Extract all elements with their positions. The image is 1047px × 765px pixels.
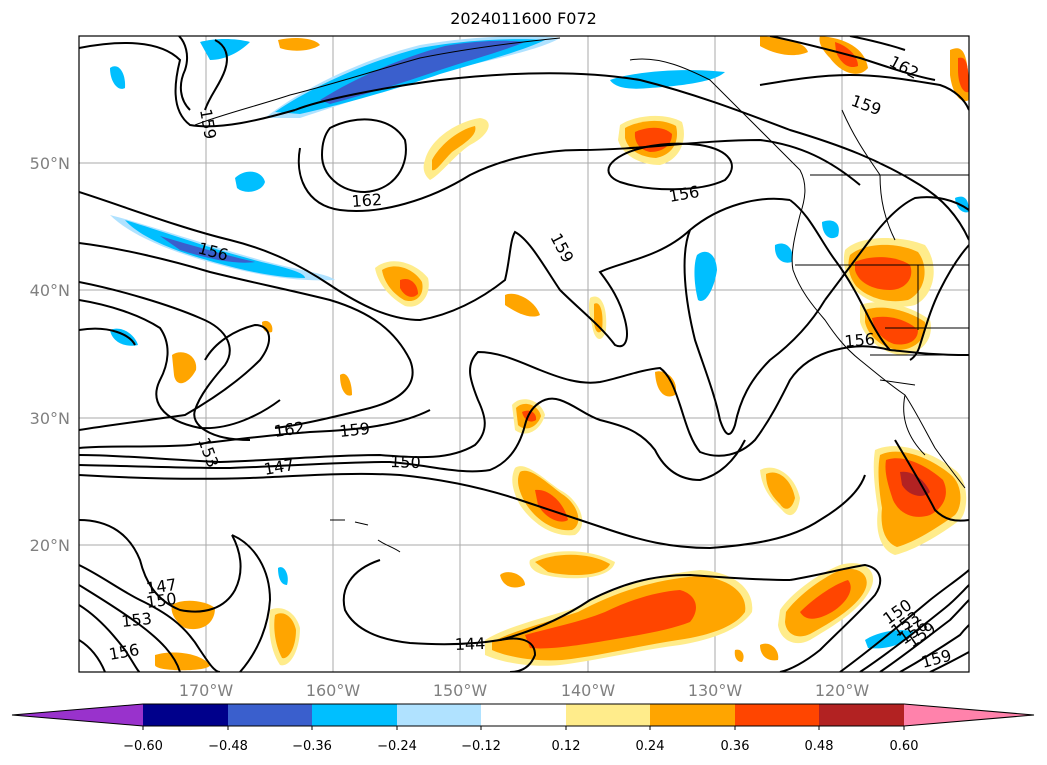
contour-label: 144 [454,634,485,654]
positive-shading [155,36,969,671]
colorbar-tick-label: 0.60 [890,739,919,754]
map-title: 2024011600 F072 [450,9,597,28]
lon-label-160w: 160°W [306,681,361,700]
coastlines [194,37,969,553]
longitude-labels: 170°W 160°W 150°W 140°W 130°W 120°W [179,681,870,700]
contour-label: 150 [145,589,178,612]
colorbar-segment [143,704,228,726]
contour-label: 162 [273,418,306,441]
colorbar-segment [735,704,819,726]
contour-label: 153 [120,609,152,631]
colorbar [11,703,1035,730]
contour-label: 159 [338,419,370,441]
colorbar-segment [481,704,566,726]
colorbar-tick-labels: −0.60 −0.48 −0.36 −0.24 −0.12 0.12 0.24 … [123,739,918,754]
colorbar-segment [819,704,904,726]
contour-label: 147 [145,575,178,598]
colorbar-tick-label: 0.12 [552,739,581,754]
lat-label-30n: 30°N [30,409,70,428]
colorbar-segment [566,704,650,726]
lon-label-150w: 150°W [433,681,488,700]
map-frame [78,35,970,673]
colorbar-tick-label: −0.24 [377,739,417,754]
colorbar-tick-label: −0.60 [123,739,163,754]
lat-label-50n: 50°N [30,154,70,173]
colorbar-tick-label: −0.48 [208,739,248,754]
contour-label: 156 [844,329,876,351]
lon-label-170w: 170°W [179,681,234,700]
contour-label: 162 [351,190,383,211]
colorbar-segment [650,704,735,726]
colorbar-segment [397,704,481,726]
colorbar-tick-label: 0.36 [721,739,750,754]
lat-label-20n: 20°N [30,536,70,555]
colorbar-extend-high [904,704,1034,726]
lon-label-130w: 130°W [688,681,743,700]
lon-label-140w: 140°W [561,681,616,700]
lon-label-120w: 120°W [815,681,870,700]
colorbar-segment [228,704,312,726]
contour-label: 150 [390,452,421,472]
colorbar-tick-label: 0.24 [636,739,665,754]
lat-label-40n: 40°N [30,281,70,300]
colorbar-tick-label: −0.36 [292,739,332,754]
height-contours [79,36,969,672]
colorbar-extend-low [12,704,143,726]
colorbar-tick-label: 0.48 [805,739,834,754]
contour-labels: 159 162 159 156 162 156 159 156 162 159 … [107,52,953,672]
latitude-labels: 50°N 40°N 30°N 20°N [30,154,70,555]
colorbar-tick-label: −0.12 [461,739,501,754]
colorbar-segment [312,704,397,726]
